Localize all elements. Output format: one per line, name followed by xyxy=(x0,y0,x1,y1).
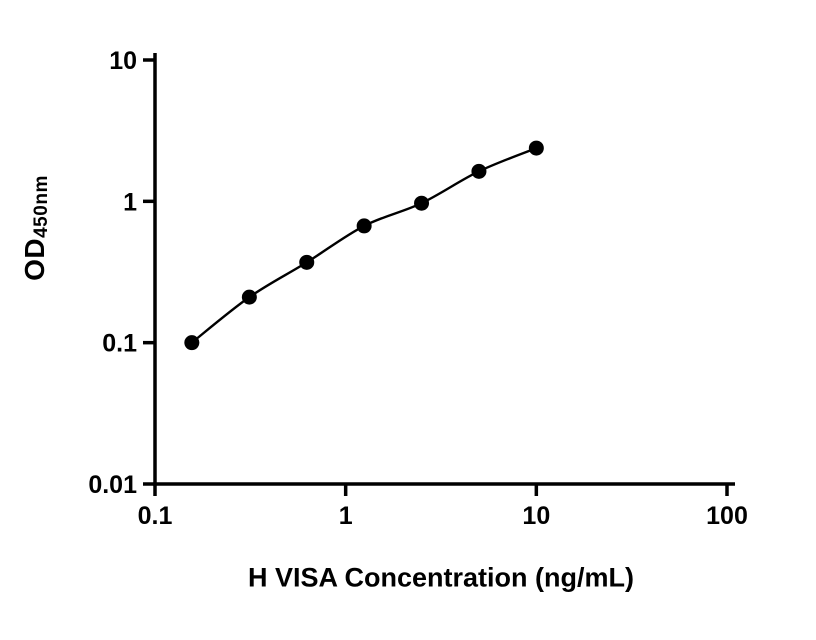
x-tick-label: 0.1 xyxy=(138,502,173,530)
y-tick-label: 0.01 xyxy=(88,471,137,499)
curve-line xyxy=(191,146,537,344)
x-tick-label: 10 xyxy=(522,502,550,530)
x-tick-label: 100 xyxy=(706,502,748,530)
x-axis-label: H VISA Concentration (ng/mL) xyxy=(248,562,634,593)
data-point xyxy=(528,140,544,156)
y-tick-label: 1 xyxy=(123,188,137,216)
data-point xyxy=(299,254,315,270)
data-point xyxy=(356,218,372,234)
y-axis-label-main: OD xyxy=(18,237,50,281)
data-point xyxy=(471,163,487,179)
data-point xyxy=(184,335,200,351)
x-tick-label: 1 xyxy=(339,502,353,530)
y-axis-label: OD450nm xyxy=(19,175,53,281)
y-axis-label-subscript: 450nm xyxy=(31,175,53,238)
data-point xyxy=(414,195,430,211)
data-point xyxy=(241,289,257,305)
y-tick-label: 10 xyxy=(109,47,137,75)
y-tick-label: 0.1 xyxy=(102,330,137,358)
